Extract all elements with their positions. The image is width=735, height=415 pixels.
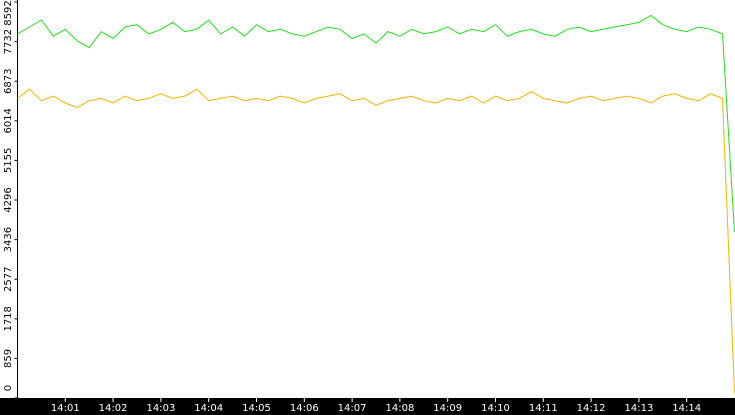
y-tick-label: 3436 [3, 227, 14, 252]
x-tick-label: 14:11 [529, 403, 558, 414]
series-line [17, 88, 735, 394]
x-axis-band [0, 398, 735, 415]
x-tick-label: 14:14 [672, 403, 701, 414]
x-tick-label: 14:02 [99, 403, 128, 414]
x-tick-label: 14:03 [146, 403, 175, 414]
series-line [17, 14, 735, 233]
x-tick-label: 14:08 [385, 403, 414, 414]
x-tick-label: 14:07 [338, 403, 367, 414]
y-tick-label: 0 [3, 385, 14, 391]
x-tick-label: 14:05 [242, 403, 271, 414]
x-tick-label: 14:12 [577, 403, 606, 414]
x-tick-label: 14:06 [290, 403, 319, 414]
y-tick-label: 6014 [3, 108, 14, 133]
y-tick-label: 859 [3, 349, 14, 368]
y-tick-label: 4296 [3, 187, 14, 212]
x-tick-label: 14:04 [194, 403, 223, 414]
y-tick-label: 8592 [3, 0, 14, 25]
y-tick-label: 6873 [3, 69, 14, 94]
y-tick-label: 5155 [3, 148, 14, 173]
x-tick-label: 14:09 [433, 403, 462, 414]
x-tick-label: 14:10 [481, 403, 510, 414]
y-tick-label: 7732 [3, 29, 14, 54]
y-tick-label: 1718 [3, 306, 14, 331]
x-tick-label: 14:01 [51, 403, 80, 414]
x-tick-label: 14:13 [624, 403, 653, 414]
y-tick-label: 2577 [3, 267, 14, 292]
